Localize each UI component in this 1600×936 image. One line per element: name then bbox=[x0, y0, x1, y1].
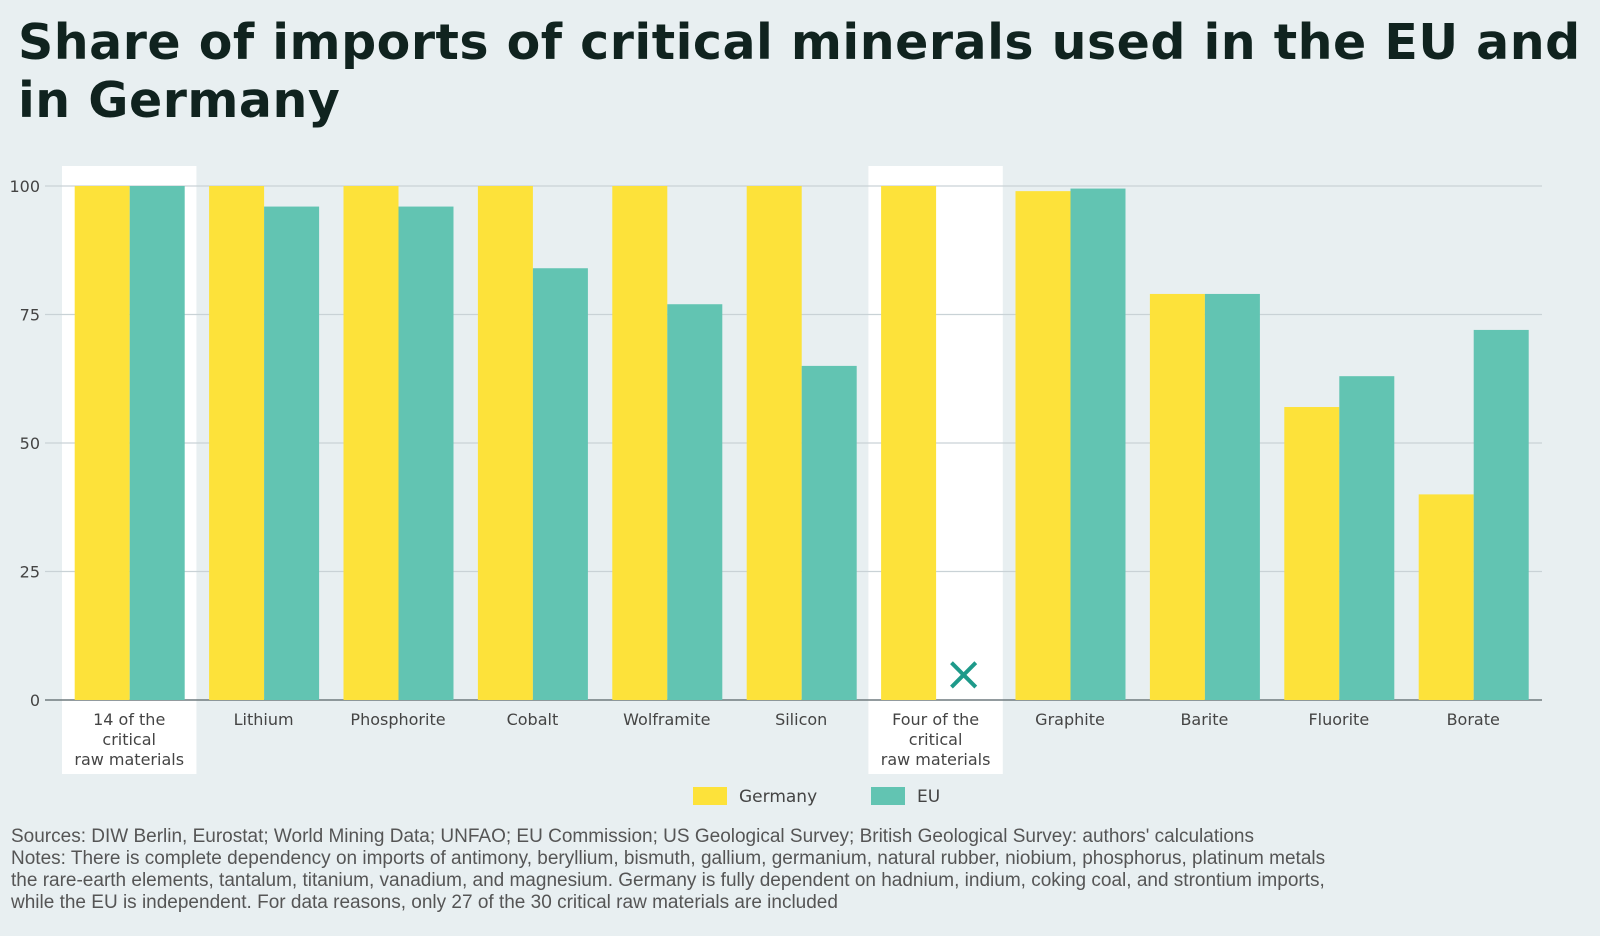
bar-eu bbox=[532, 268, 588, 700]
bar-germany bbox=[746, 186, 802, 700]
notes-line: while the EU is independent. For data re… bbox=[11, 892, 838, 913]
y-tick-label: 25 bbox=[20, 563, 40, 582]
bar-eu bbox=[1204, 293, 1260, 700]
x-tick-label: Fluorite bbox=[1308, 710, 1369, 729]
x-tick-label: raw materials bbox=[74, 750, 184, 769]
bar-germany bbox=[343, 186, 399, 700]
bar-eu bbox=[398, 206, 454, 700]
chart-title: Share of imports of critical minerals us… bbox=[18, 14, 1581, 129]
bar-germany bbox=[1015, 191, 1071, 700]
bar-germany bbox=[74, 186, 130, 700]
bar-germany bbox=[209, 186, 265, 700]
x-tick-label: critical bbox=[102, 730, 156, 749]
y-tick-label: 75 bbox=[20, 306, 40, 325]
legend-label: EU bbox=[917, 787, 940, 807]
bar-eu bbox=[1339, 376, 1395, 700]
x-tick-label: Four of the bbox=[892, 710, 979, 729]
bar-germany bbox=[612, 186, 668, 700]
bar-germany bbox=[1149, 293, 1205, 700]
x-tick-label: Borate bbox=[1447, 710, 1500, 729]
bar-germany bbox=[1284, 407, 1340, 700]
y-tick-label: 100 bbox=[9, 177, 40, 196]
bar-germany bbox=[1418, 494, 1474, 700]
x-tick-label: Lithium bbox=[234, 710, 294, 729]
footnotes: Sources: DIW Berlin, Eurostat; World Min… bbox=[11, 826, 1600, 914]
bar-germany bbox=[477, 186, 533, 700]
bar-eu bbox=[264, 206, 320, 700]
x-tick-label: 14 of the bbox=[93, 710, 165, 729]
bar-eu bbox=[667, 304, 723, 700]
bar-eu bbox=[801, 365, 857, 700]
notes-line: the rare-earth elements, tantalum, titan… bbox=[11, 870, 1325, 891]
notes-line: Notes: There is complete dependency on i… bbox=[11, 848, 1326, 869]
x-tick-label: Silicon bbox=[775, 710, 827, 729]
legend-swatch-germany bbox=[693, 787, 727, 805]
x-tick-label: Wolframite bbox=[623, 710, 710, 729]
x-tick-label: Graphite bbox=[1035, 710, 1105, 729]
legend-swatch-eu bbox=[871, 787, 905, 805]
sources-text: Sources: DIW Berlin, Eurostat; World Min… bbox=[11, 826, 1254, 847]
bar-eu bbox=[1473, 329, 1529, 700]
bar-germany bbox=[881, 186, 937, 700]
missing-value-marker: × bbox=[943, 646, 983, 702]
y-tick-label: 50 bbox=[20, 434, 40, 453]
x-tick-label: Cobalt bbox=[507, 710, 559, 729]
legend-label: Germany bbox=[739, 787, 817, 807]
y-tick-label: 0 bbox=[30, 691, 40, 710]
x-tick-label: Barite bbox=[1180, 710, 1228, 729]
bar-eu bbox=[129, 186, 185, 700]
x-tick-label: Phosphorite bbox=[350, 710, 445, 729]
x-tick-label: critical bbox=[909, 730, 963, 749]
bar-eu bbox=[1070, 188, 1126, 700]
x-tick-label: raw materials bbox=[881, 750, 991, 769]
